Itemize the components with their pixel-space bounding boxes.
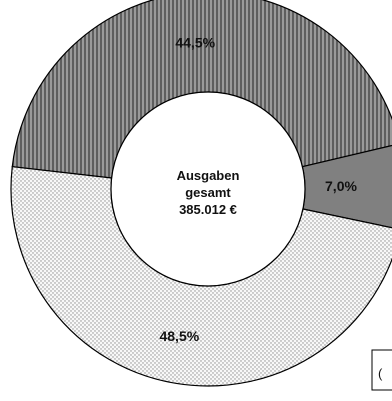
center-label-line-2: gesamt bbox=[185, 185, 231, 200]
donut-hole bbox=[110, 91, 306, 287]
legend-box bbox=[371, 349, 392, 391]
legend-partial-text: ( bbox=[378, 366, 383, 381]
slice-label-1: 44,5% bbox=[175, 34, 215, 50]
center-label-line-3: 385.012 € bbox=[179, 202, 237, 217]
slice-label-3: 48,5% bbox=[159, 328, 199, 344]
center-label-line-1: Ausgaben bbox=[177, 168, 240, 183]
slice-label-2: 7,0% bbox=[325, 178, 357, 194]
